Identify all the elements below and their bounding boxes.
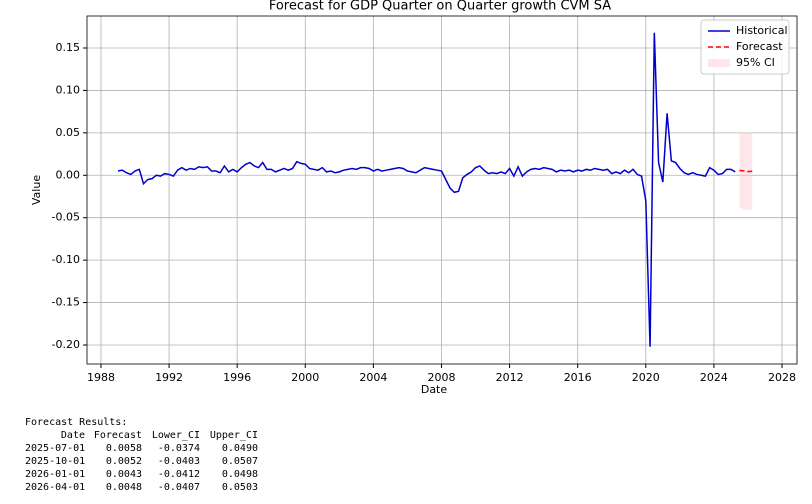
table-cell: 2026-04-01: [25, 482, 86, 493]
x-tick-label: 2016: [564, 371, 592, 384]
x-tick-label: 2020: [632, 371, 660, 384]
table-cell: 0.0503: [221, 482, 258, 493]
column-header: Forecast: [93, 430, 142, 441]
chart-title: Forecast for GDP Quarter on Quarter grow…: [269, 0, 611, 14]
table-row: 2025-10-01 0.0052 -0.0403 0.0507: [25, 455, 258, 468]
table-row: 2026-04-01 0.0048 -0.0407 0.0503: [25, 481, 258, 494]
y-tick-label: -0.05: [52, 211, 80, 224]
table-cell: 2025-10-01: [25, 456, 86, 467]
x-tick-label: 2012: [496, 371, 524, 384]
table-cell: -0.0403: [157, 456, 200, 467]
y-axis-label: Value: [30, 175, 43, 205]
table-cell: 2026-01-01: [25, 469, 86, 480]
table-cell: -0.0374: [157, 443, 200, 454]
table-row: 2026-01-01 0.0043 -0.0412 0.0498: [25, 468, 258, 481]
x-tick-label: 2004: [359, 371, 387, 384]
table-cell: 2025-07-01: [25, 443, 86, 454]
x-tick-label: 1988: [87, 371, 115, 384]
table-cell: -0.0407: [157, 482, 200, 493]
column-header: Lower_CI: [151, 430, 200, 441]
legend-swatch: [708, 59, 730, 67]
y-tick-label: 0.15: [56, 41, 81, 54]
y-tick-label: 0.10: [56, 83, 81, 96]
legend-box: [700, 19, 790, 75]
legend-label: 95% CI: [736, 56, 775, 69]
table-cell: 0.0507: [221, 456, 258, 467]
y-tick-label: -0.10: [52, 253, 80, 266]
y-tick-label: -0.20: [52, 338, 80, 351]
table-header: Date Forecast Lower_CI Upper_CI: [25, 429, 258, 442]
x-tick-label: 2024: [700, 371, 728, 384]
legend-label: Forecast: [736, 40, 783, 53]
ci-band: [739, 132, 753, 211]
y-tick-label: 0.05: [56, 126, 81, 139]
x-tick-label: 2028: [768, 371, 796, 384]
table-cell: 0.0052: [105, 456, 142, 467]
legend-label: Historical: [736, 24, 788, 37]
column-header: Upper_CI: [209, 430, 258, 441]
y-tick-label: 0.00: [56, 168, 81, 181]
table-cell: 0.0058: [105, 443, 142, 454]
y-tick-label: -0.15: [52, 296, 80, 309]
column-header: Date: [60, 430, 85, 441]
table-cell: 0.0043: [105, 469, 142, 480]
table-cell: 0.0490: [221, 443, 258, 454]
x-tick-label: 2008: [427, 371, 455, 384]
table-row: 2025-07-01 0.0058 -0.0374 0.0490: [25, 442, 258, 455]
table-cell: -0.0412: [157, 469, 200, 480]
series-line: [117, 32, 736, 347]
series-line: [739, 169, 753, 173]
table-cell: 0.0048: [105, 482, 142, 493]
results-title: Forecast Results:: [25, 417, 128, 428]
x-axis-label: Date: [421, 383, 448, 396]
x-tick-label: 1996: [223, 371, 251, 384]
table-cell: 0.0498: [221, 469, 258, 480]
chart: Forecast for GDP Quarter on Quarter grow…: [30, 0, 798, 396]
forecast-results: Forecast Results: Date Forecast Lower_CI Up…: [25, 416, 258, 494]
x-tick-label: 1992: [155, 371, 183, 384]
x-tick-label: 2000: [291, 371, 319, 384]
plot-frame: [86, 15, 798, 365]
